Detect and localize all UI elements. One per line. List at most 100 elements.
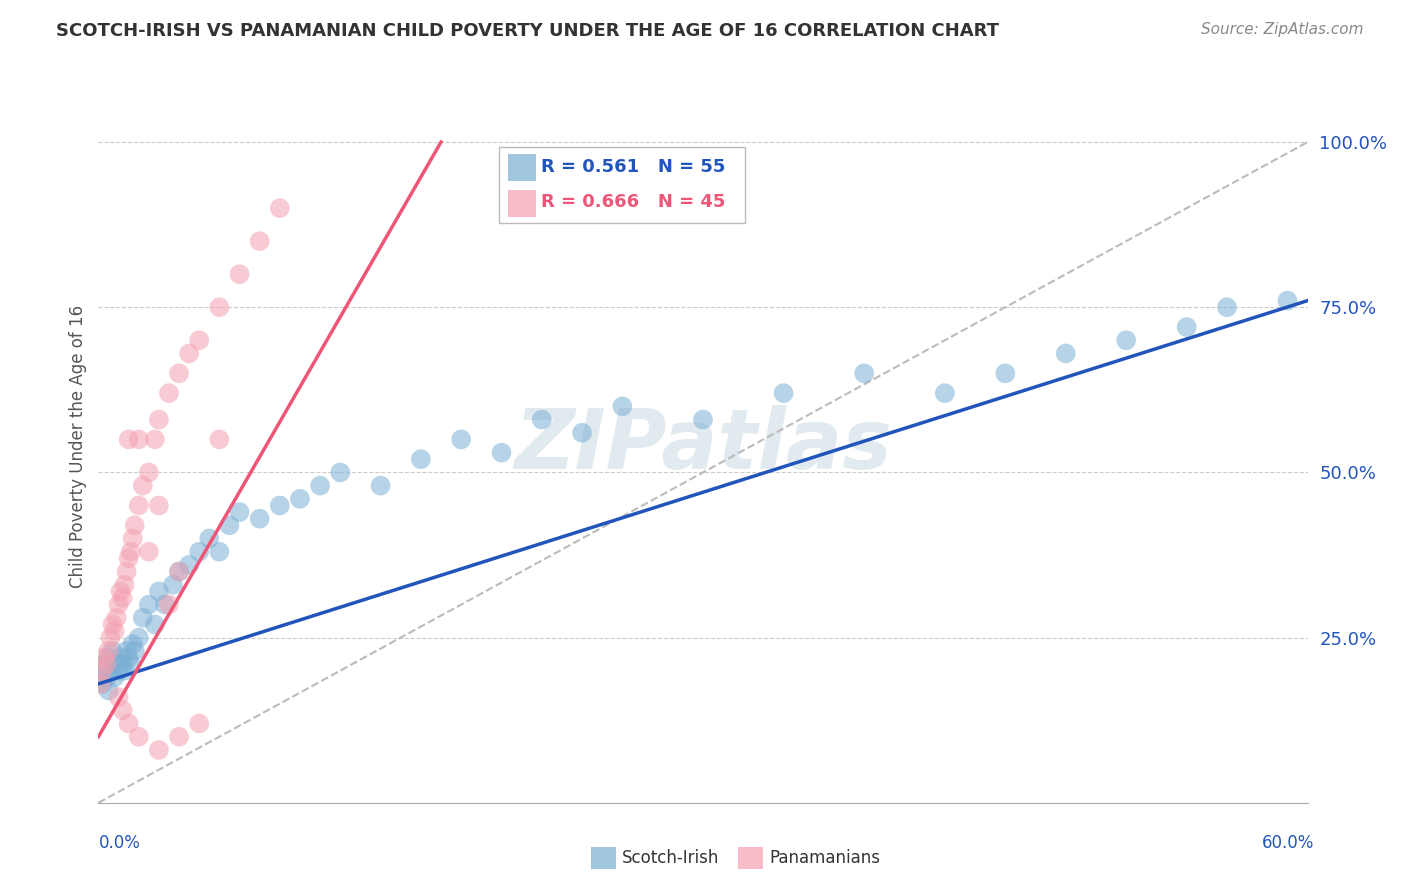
Point (162, 578, 184, 592)
Point (249, 234, 271, 248)
Point (148, 584, 170, 599)
Text: ZIPatlas: ZIPatlas (515, 406, 891, 486)
Point (91, 677, 114, 691)
Point (107, 598, 129, 612)
Point (772, 386, 794, 401)
Point (121, 532, 143, 546)
Point (124, 644, 146, 658)
Point (114, 664, 136, 678)
Point (91, 664, 114, 678)
Point (208, 300, 231, 314)
Point (148, 743, 170, 757)
Point (89, 664, 111, 678)
Point (1115, 333, 1137, 347)
Point (157, 598, 180, 612)
Point (167, 565, 190, 579)
Point (118, 551, 141, 566)
Point (853, 367, 876, 381)
Point (491, 445, 513, 459)
Point (157, 386, 180, 401)
Point (96, 657, 118, 671)
Point (93, 657, 115, 671)
Point (934, 386, 956, 401)
Point (143, 617, 166, 632)
Point (110, 584, 132, 599)
Point (96, 670, 118, 684)
Point (118, 433, 141, 447)
Point (132, 611, 155, 625)
Point (138, 466, 160, 480)
Point (148, 499, 170, 513)
Point (124, 518, 146, 533)
Point (269, 499, 291, 513)
Point (118, 716, 141, 731)
Point (188, 333, 211, 347)
Text: R = 0.666   N = 45: R = 0.666 N = 45 (541, 194, 725, 211)
Point (120, 657, 142, 671)
Point (309, 478, 332, 492)
Point (188, 716, 211, 731)
Point (269, 201, 291, 215)
Point (994, 367, 1017, 381)
Point (218, 518, 240, 533)
Point (198, 532, 221, 546)
Point (208, 545, 231, 559)
Point (128, 631, 150, 645)
Point (138, 545, 160, 559)
Point (107, 690, 129, 704)
Point (1175, 320, 1198, 334)
Point (1054, 346, 1077, 360)
Point (450, 433, 472, 447)
Text: Source: ZipAtlas.com: Source: ZipAtlas.com (1201, 22, 1364, 37)
Point (101, 644, 124, 658)
Point (329, 466, 352, 480)
Point (89, 677, 111, 691)
Point (110, 650, 132, 665)
Point (249, 511, 271, 525)
Point (97, 644, 120, 658)
Point (93, 650, 115, 665)
Point (692, 412, 714, 426)
Point (100, 664, 122, 678)
Point (97, 650, 120, 665)
Point (103, 624, 125, 638)
Point (128, 730, 150, 744)
Point (121, 637, 143, 651)
Point (167, 565, 190, 579)
Point (177, 346, 201, 360)
Point (228, 505, 250, 519)
Point (115, 565, 138, 579)
Point (107, 664, 129, 678)
Point (612, 400, 634, 414)
Point (409, 452, 432, 467)
Text: 60.0%: 60.0% (1263, 834, 1315, 852)
Point (370, 478, 392, 492)
Point (118, 650, 141, 665)
Point (1216, 300, 1239, 314)
Point (97, 683, 120, 698)
Point (101, 617, 124, 632)
Point (288, 491, 311, 506)
Point (167, 367, 190, 381)
Point (120, 545, 142, 559)
Text: Scotch-Irish: Scotch-Irish (621, 849, 718, 867)
Point (1277, 293, 1299, 308)
Point (111, 657, 134, 671)
Point (148, 412, 170, 426)
Point (105, 657, 128, 671)
Point (177, 558, 201, 572)
Point (138, 598, 160, 612)
Point (188, 545, 211, 559)
Point (103, 670, 125, 684)
Text: R = 0.561   N = 55: R = 0.561 N = 55 (541, 158, 725, 176)
Text: SCOTCH-IRISH VS PANAMANIAN CHILD POVERTY UNDER THE AGE OF 16 CORRELATION CHART: SCOTCH-IRISH VS PANAMANIAN CHILD POVERTY… (56, 22, 1000, 40)
Point (111, 703, 134, 717)
Point (530, 412, 553, 426)
Point (228, 267, 250, 281)
Point (132, 478, 155, 492)
Point (153, 598, 176, 612)
Point (128, 433, 150, 447)
Text: 0.0%: 0.0% (98, 834, 141, 852)
Point (143, 433, 166, 447)
Point (100, 631, 122, 645)
